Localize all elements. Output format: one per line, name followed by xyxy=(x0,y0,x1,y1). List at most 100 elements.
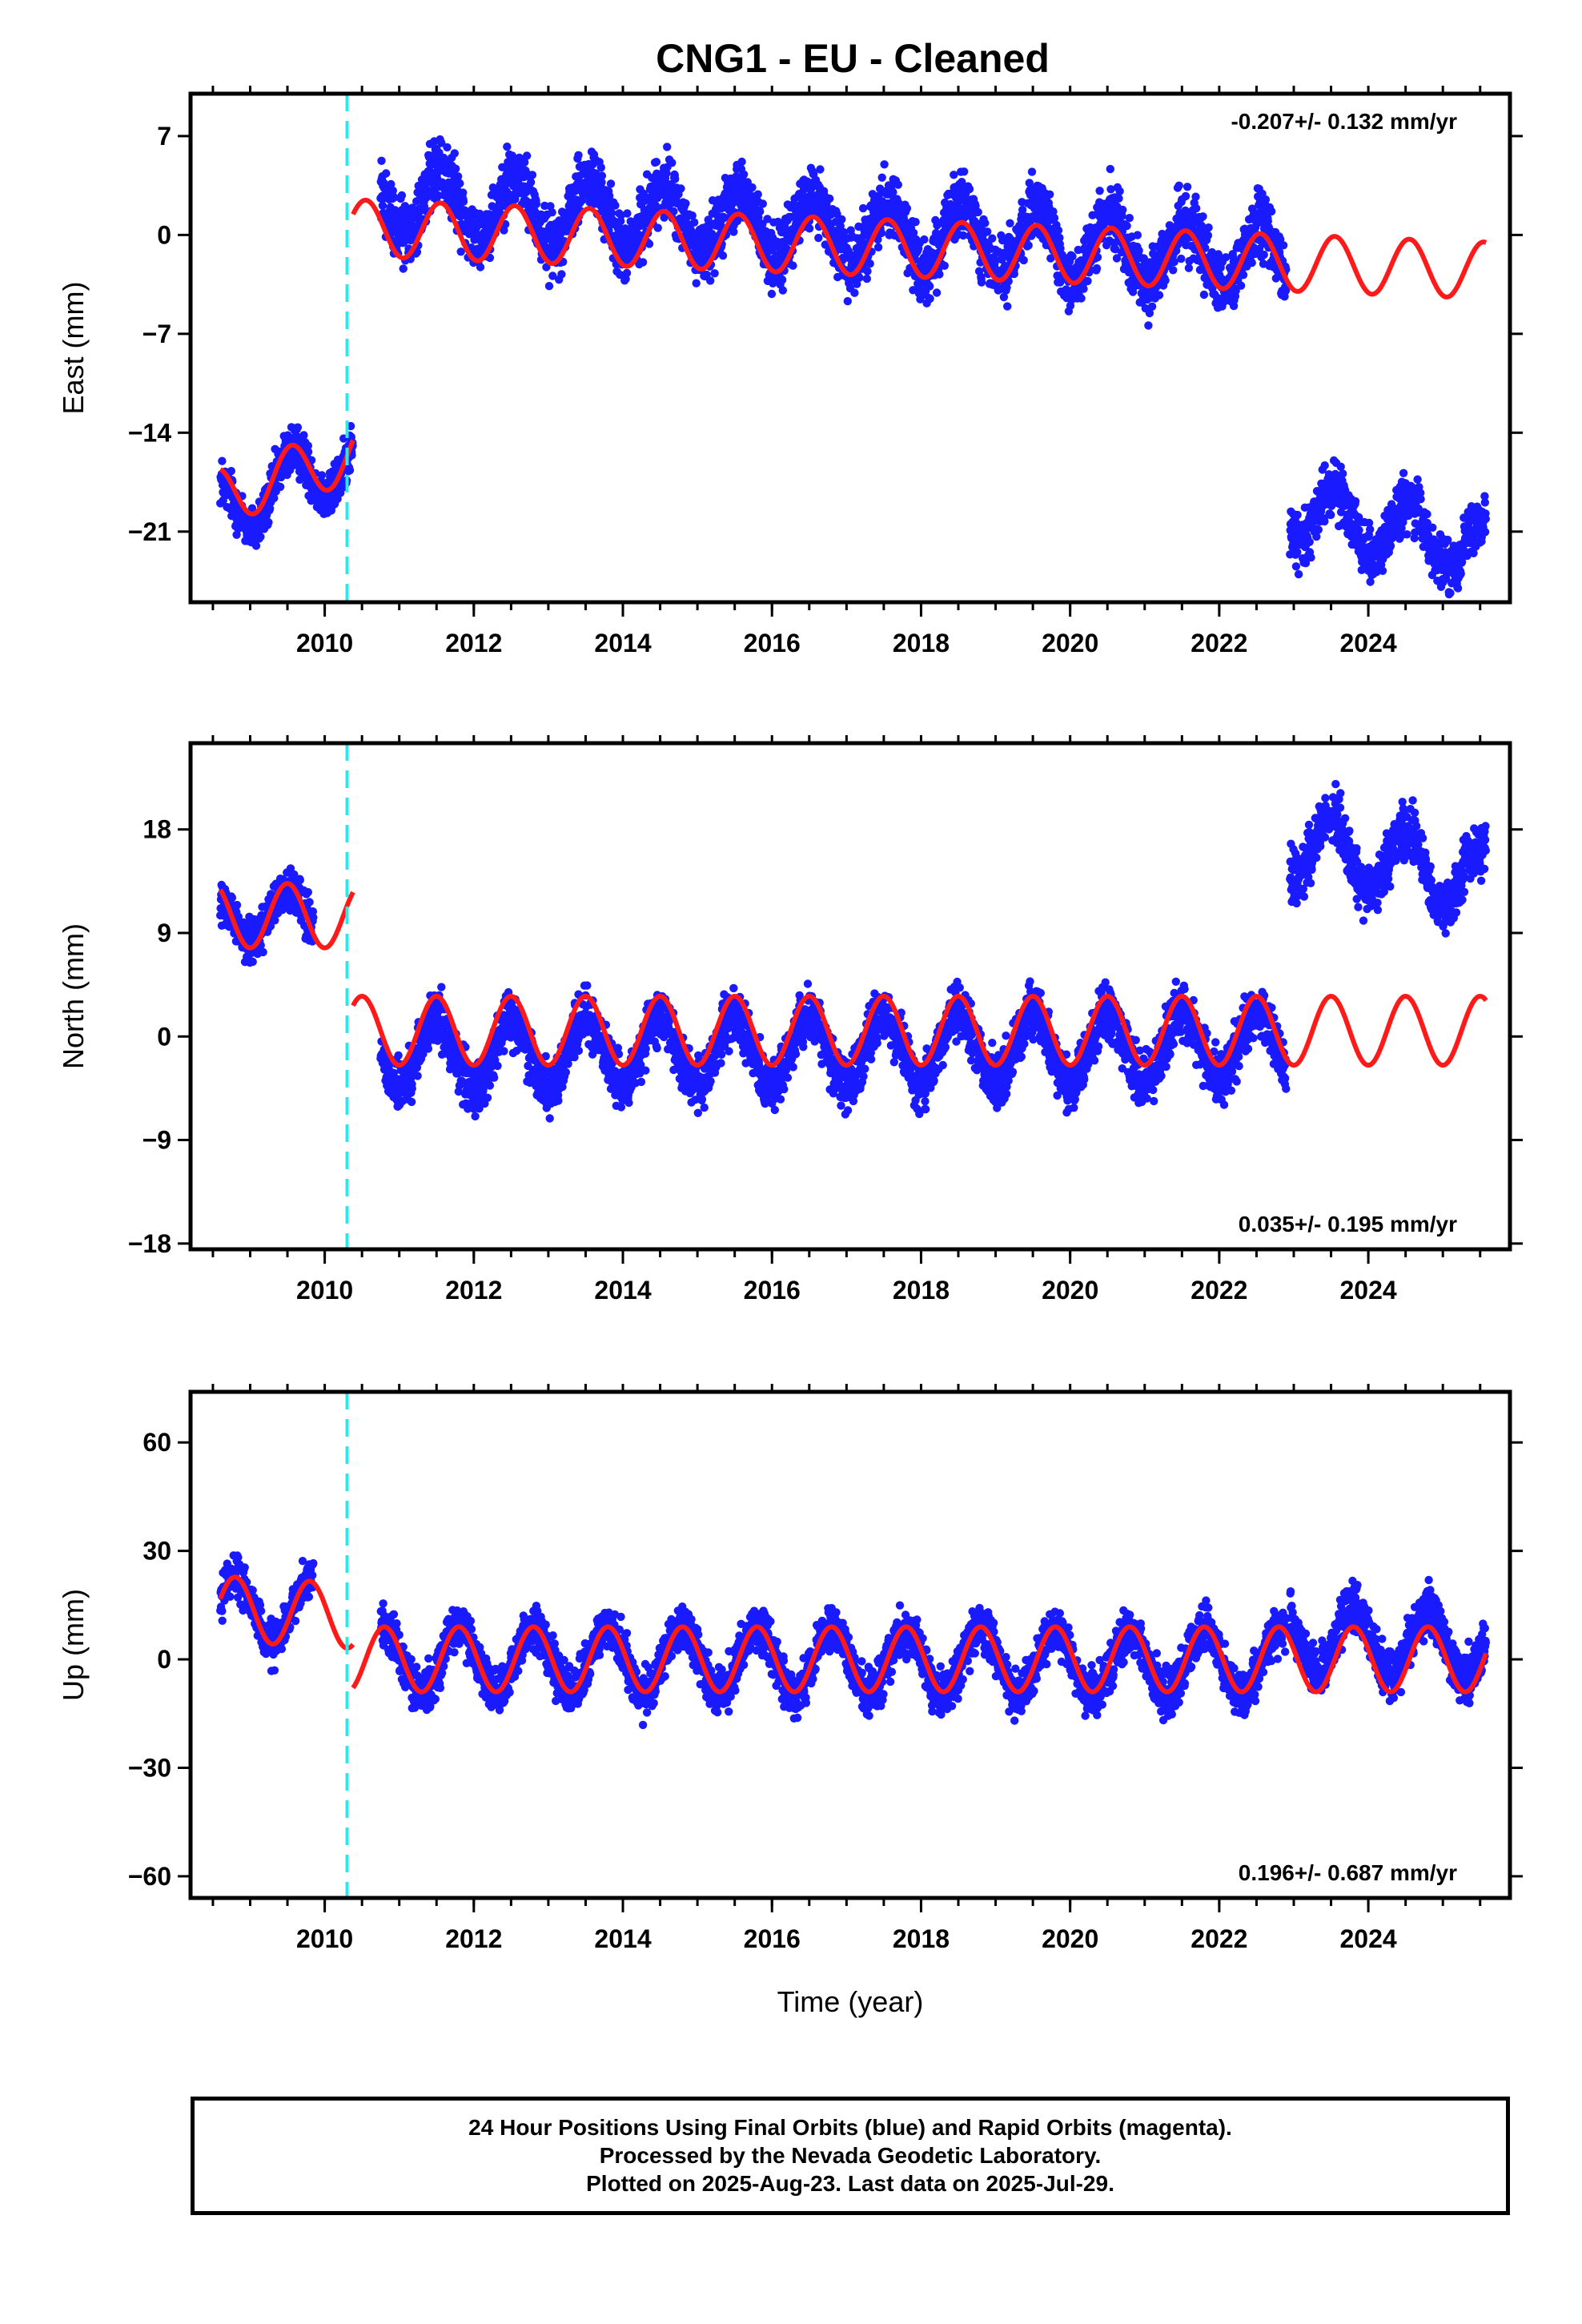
data-point xyxy=(1456,569,1465,578)
data-point xyxy=(227,467,235,476)
data-point xyxy=(1293,548,1302,557)
data-point xyxy=(998,236,1007,245)
data-point xyxy=(1469,549,1478,557)
data-point xyxy=(526,178,536,187)
data-point xyxy=(1133,231,1142,239)
data-point xyxy=(767,289,777,299)
data-point xyxy=(1279,241,1288,250)
data-point xyxy=(503,143,512,151)
data-point xyxy=(737,157,746,167)
data-point xyxy=(1106,164,1115,174)
data-point xyxy=(437,139,446,147)
data-point xyxy=(926,294,934,304)
data-point xyxy=(270,493,279,503)
y-tick-label: 0 xyxy=(157,220,171,249)
data-point xyxy=(836,222,845,231)
data-point xyxy=(305,898,314,907)
data-point xyxy=(1056,244,1065,253)
data-point xyxy=(816,165,825,174)
data-point xyxy=(278,906,287,915)
data-point xyxy=(935,270,944,279)
data-point xyxy=(452,164,460,173)
data-point xyxy=(1423,509,1431,519)
data-point xyxy=(1154,291,1164,300)
data-point xyxy=(1182,183,1192,191)
data-point xyxy=(1083,276,1092,286)
data-point xyxy=(1191,192,1200,201)
data-point xyxy=(218,456,227,465)
data-point xyxy=(1049,207,1058,216)
data-point xyxy=(522,151,532,160)
data-point xyxy=(1480,492,1489,501)
data-point xyxy=(1320,461,1329,470)
page-title: CNG1 - EU - Cleaned xyxy=(656,36,1050,81)
data-point xyxy=(303,448,313,456)
data-point xyxy=(638,258,648,267)
data-point xyxy=(1161,276,1170,285)
data-point xyxy=(710,269,719,278)
data-point xyxy=(266,504,275,513)
data-point xyxy=(1261,195,1271,204)
data-point xyxy=(960,167,969,176)
data-point xyxy=(1403,530,1411,539)
data-point xyxy=(303,887,312,897)
data-point xyxy=(264,518,273,527)
data-point xyxy=(893,180,903,189)
data-point xyxy=(862,274,872,283)
data-point xyxy=(977,278,986,287)
data-point xyxy=(990,258,999,267)
data-point xyxy=(877,173,886,182)
data-point xyxy=(758,199,767,208)
data-point xyxy=(456,247,465,256)
data-point xyxy=(1092,263,1102,273)
data-point xyxy=(1307,553,1315,562)
data-point xyxy=(748,183,757,192)
data-point xyxy=(1184,263,1194,272)
data-point xyxy=(542,263,551,271)
data-point xyxy=(611,201,620,210)
data-point xyxy=(850,288,859,297)
east-panel: 2010 2012 2014 2016 2018 2020 2022 202470−7−14−… xyxy=(57,86,1523,657)
data-point xyxy=(271,916,279,925)
data-point xyxy=(1327,510,1335,520)
x-tick-label: 2014 xyxy=(594,629,651,657)
data-point xyxy=(1006,219,1014,227)
data-point xyxy=(336,489,345,497)
data-point xyxy=(397,191,407,200)
data-point xyxy=(1204,223,1213,232)
x-tick-label: 2010 xyxy=(296,629,353,657)
data-point xyxy=(623,209,632,218)
data-point xyxy=(644,239,654,248)
data-point xyxy=(1111,245,1120,254)
data-point xyxy=(688,211,697,220)
data-point xyxy=(1112,254,1122,263)
data-point xyxy=(1355,525,1363,535)
data-point xyxy=(234,912,243,921)
data-point xyxy=(574,151,583,159)
data-point xyxy=(729,227,738,236)
data-point xyxy=(1339,469,1347,478)
data-point xyxy=(1457,557,1467,566)
data-point xyxy=(663,143,672,151)
data-point xyxy=(1378,566,1387,575)
data-point xyxy=(814,233,823,243)
data-point xyxy=(1181,191,1191,201)
data-point xyxy=(1003,302,1012,311)
data-point xyxy=(407,1097,416,1107)
data-point xyxy=(1236,281,1246,290)
data-point xyxy=(295,875,304,885)
data-point xyxy=(275,482,285,492)
data-point xyxy=(671,175,680,183)
data-point xyxy=(1386,541,1395,550)
data-point xyxy=(1446,589,1455,597)
data-point xyxy=(1025,179,1034,187)
x-tick-label: 2024 xyxy=(1340,629,1397,657)
data-point xyxy=(1134,246,1143,255)
data-point xyxy=(880,160,889,169)
data-point xyxy=(1428,523,1437,532)
data-point xyxy=(865,259,874,268)
data-point xyxy=(546,202,555,211)
data-point xyxy=(789,261,797,270)
data-point xyxy=(1079,284,1088,293)
data-point xyxy=(1114,194,1123,203)
